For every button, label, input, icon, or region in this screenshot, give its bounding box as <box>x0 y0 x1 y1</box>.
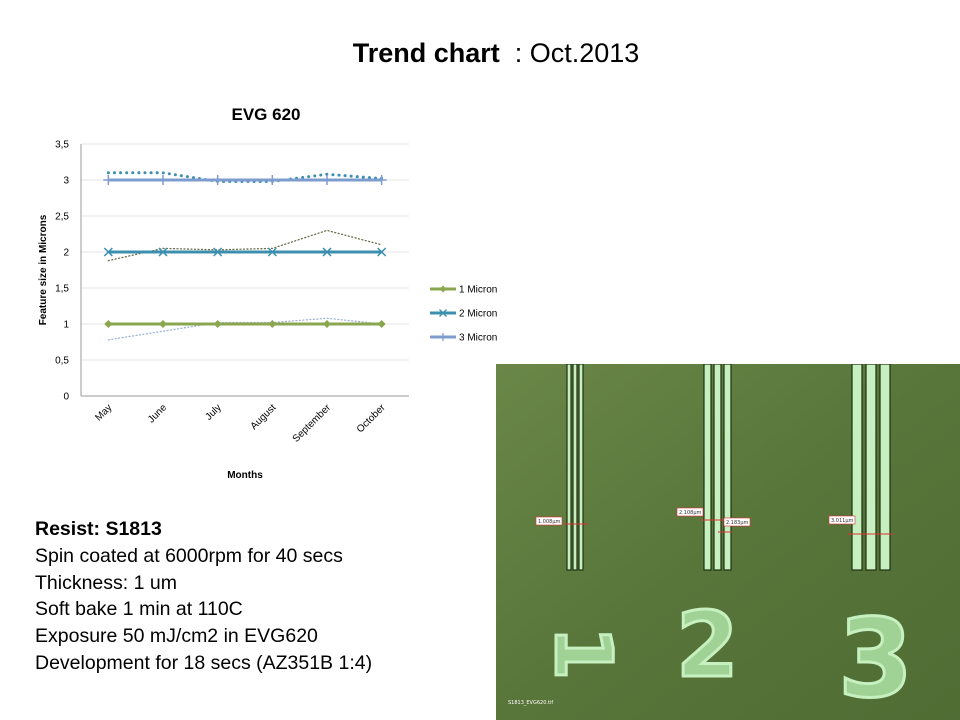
legend-label: 2 Micron <box>459 309 497 320</box>
y-tick-label: 1 <box>63 320 69 331</box>
y-tick-label: 2,5 <box>55 212 69 223</box>
y-axis-label: Feature size in Microns <box>38 214 49 325</box>
legend-label: 1 Micron <box>459 285 497 296</box>
data-point <box>212 175 223 185</box>
x-tick-label: September <box>291 402 334 445</box>
data-point <box>104 320 113 328</box>
x-tick-label: July <box>203 402 223 422</box>
measurement-label: 2.183µm <box>726 520 748 526</box>
data-point <box>103 247 113 257</box>
micrograph-image: 1.008µm 2.108µm 2.183µm 3.011µm 1 2 3 S1… <box>496 364 960 720</box>
measurement-label-box <box>723 517 751 527</box>
measurement-label: 3.011µm <box>831 518 853 524</box>
process-notes: Resist: S1813 Spin coated at 6000rpm for… <box>35 516 372 677</box>
digit-3: 3 <box>838 597 913 720</box>
line-group-2 <box>703 364 732 571</box>
data-point <box>213 247 223 257</box>
data-point <box>323 320 331 328</box>
chart-title: EVG 620 <box>232 105 301 124</box>
notes-line: Exposure 50 mJ/cm2 in EVG620 <box>35 625 318 648</box>
x-axis-label: Months <box>227 470 263 481</box>
notes-heading: Resist: S1813 <box>35 518 162 540</box>
y-tick-label: 2 <box>63 248 69 259</box>
data-point <box>377 320 386 328</box>
x-tick-label: June <box>146 402 169 425</box>
digit-1: 1 <box>537 626 627 680</box>
data-point <box>322 175 332 185</box>
data-point <box>267 175 278 185</box>
notes-line: Development for 18 secs (AZ351B 1:4) <box>35 651 373 674</box>
line-group-3 <box>851 364 891 571</box>
measurement-label: 2.108µm <box>679 510 701 516</box>
notes-line: Thickness: 1 um <box>35 571 177 594</box>
data-point <box>103 175 114 185</box>
y-tick-label: 0 <box>63 392 69 403</box>
data-point <box>158 175 168 185</box>
x-tick-label: August <box>249 402 279 432</box>
data-point <box>267 247 277 257</box>
line-group-1 <box>566 364 584 571</box>
legend-marker <box>439 309 447 317</box>
legend-label: 3 Micron <box>459 333 497 344</box>
slide-title: Trend chart : Oct.2013 <box>0 38 960 69</box>
slide-title-date: : Oct.2013 <box>499 38 640 68</box>
data-point <box>377 247 387 257</box>
legend-marker <box>439 333 447 341</box>
data-point <box>322 247 332 257</box>
measurement-label: 1.008µm <box>538 519 560 525</box>
micrograph-caption: S1813_EVG620.tif <box>508 700 553 706</box>
measurement-label-box <box>535 516 563 526</box>
data-point <box>159 320 167 328</box>
y-tick-label: 1,5 <box>55 284 69 295</box>
data-point <box>376 175 387 185</box>
notes-line: Spin coated at 6000rpm for 40 secs <box>35 544 343 567</box>
x-tick-label: October <box>355 402 388 435</box>
x-tick-label: May <box>93 402 114 423</box>
measurement-label-box <box>828 515 856 525</box>
data-point <box>213 320 222 328</box>
y-tick-label: 3,5 <box>55 140 69 151</box>
y-tick-label: 3 <box>63 176 69 187</box>
slide-title-bold: Trend chart <box>352 38 500 68</box>
trendline <box>107 229 383 262</box>
trendline <box>107 317 383 341</box>
notes-line: Soft bake 1 min at 110C <box>35 598 243 621</box>
digit-2: 2 <box>676 593 739 698</box>
legend-marker <box>439 285 447 293</box>
data-point <box>268 320 277 328</box>
data-point <box>158 247 168 257</box>
y-tick-label: 0,5 <box>55 356 69 367</box>
measurement-label-box <box>676 507 704 517</box>
